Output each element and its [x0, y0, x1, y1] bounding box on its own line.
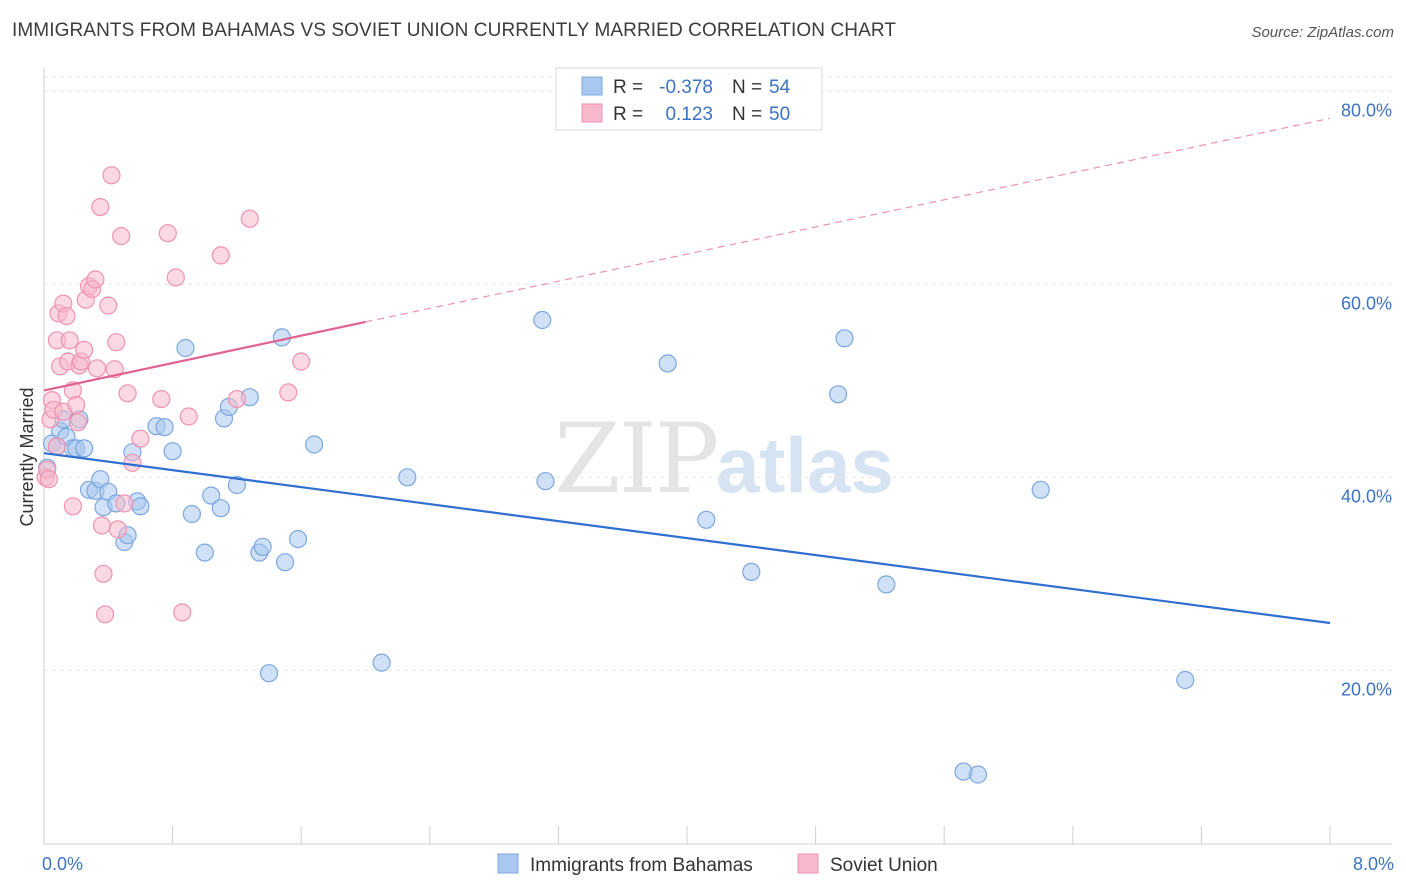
soviet-point-38 — [118, 384, 137, 403]
x-tick-label-min: 0.0% — [42, 854, 83, 874]
soviet-point-45 — [179, 407, 198, 426]
soviet-point-46 — [211, 246, 230, 265]
bahamas-point-27 — [211, 499, 230, 518]
bahamas-point-45 — [742, 562, 761, 582]
axes — [43, 68, 1392, 845]
soviet-point-40 — [131, 429, 150, 448]
legend-n-value-bahamas: 54 — [769, 77, 791, 98]
bahamas-point-48 — [877, 575, 896, 594]
tick-labels: 20.0% 40.0% 60.0% 80.0% 0.0% 8.0% — [42, 100, 1394, 874]
soviet-point-32 — [102, 166, 121, 185]
bahamas-point-38 — [305, 435, 324, 454]
bahamas-point-47 — [835, 329, 854, 348]
y-tick-label-20: 20.0% — [1341, 679, 1392, 699]
bahamas-point-34 — [259, 664, 279, 683]
soviet-point-2 — [39, 470, 58, 489]
trendline-soviet-solid — [43, 320, 366, 392]
soviet-point-26 — [87, 359, 107, 378]
bahamas-point-39 — [372, 653, 391, 672]
soviet-point-28 — [92, 516, 112, 535]
bahamas-point-22 — [163, 442, 182, 461]
soviet-point-7 — [47, 437, 67, 456]
bahamas-point-42 — [536, 472, 555, 491]
y-axis-label: Currently Married — [17, 387, 37, 526]
legend-r-label-soviet: R = — [613, 104, 643, 125]
series-legend: Immigrants from Bahamas Soviet Union — [497, 853, 938, 876]
soviet-point-36 — [112, 227, 131, 246]
bottom-legend-swatch-bahamas — [497, 853, 519, 874]
bahamas-point-30 — [227, 475, 246, 495]
series-bahamas-points — [38, 310, 1195, 784]
source-credit: Source: ZipAtlas.com — [1251, 24, 1394, 41]
bahamas-point-40 — [398, 468, 417, 487]
watermark-zip: ZIP — [554, 403, 717, 515]
trendlines — [43, 117, 1331, 625]
soviet-point-42 — [158, 224, 177, 243]
soviet-point-27 — [91, 198, 110, 217]
legend-n-value-soviet: 50 — [769, 104, 790, 125]
series-soviet-points — [36, 166, 311, 624]
bottom-legend-swatch-soviet — [797, 853, 819, 874]
bahamas-point-51 — [1031, 480, 1050, 499]
x-tick-label-max: 8.0% — [1353, 854, 1394, 874]
bahamas-point-44 — [697, 510, 716, 529]
soviet-point-50 — [292, 352, 311, 371]
soviet-point-35 — [108, 520, 128, 539]
soviet-point-31 — [99, 296, 118, 315]
bottom-legend-label-bahamas: Immigrants from Bahamas — [530, 855, 753, 876]
soviet-point-18 — [68, 413, 87, 432]
soviet-point-14 — [60, 331, 79, 350]
soviet-point-25 — [86, 270, 105, 289]
bahamas-point-50 — [968, 765, 988, 784]
bahamas-point-36 — [276, 553, 295, 572]
soviet-point-43 — [166, 268, 185, 287]
bahamas-point-24 — [182, 504, 201, 524]
soviet-point-16 — [63, 497, 83, 516]
legend-r-value-bahamas: -0.378 — [659, 77, 713, 98]
soviet-point-44 — [173, 603, 192, 622]
legend-swatch-bahamas — [581, 76, 603, 96]
soviet-point-37 — [115, 494, 134, 513]
soviet-point-48 — [240, 209, 259, 228]
trendline-soviet-dashed — [365, 117, 1331, 323]
bahamas-point-26 — [202, 486, 221, 505]
trendline-bahamas — [43, 452, 1331, 625]
legend-n-label-soviet: N = — [732, 104, 762, 125]
bahamas-point-46 — [828, 385, 848, 404]
bahamas-point-53 — [131, 497, 150, 516]
legend-r-label-bahamas: R = — [613, 77, 643, 98]
bahamas-point-9 — [75, 439, 94, 458]
bahamas-point-52 — [1176, 670, 1195, 690]
soviet-point-21 — [75, 340, 94, 359]
watermark-atlas: atlas — [716, 421, 894, 509]
bahamas-point-23 — [176, 338, 195, 358]
bahamas-point-41 — [533, 310, 552, 330]
legend-r-value-soviet: 0.123 — [665, 104, 713, 125]
legend-n-label-bahamas: N = — [732, 77, 762, 98]
bahamas-point-43 — [658, 354, 677, 373]
y-tick-label-80: 80.0% — [1341, 100, 1392, 120]
y-tick-label-40: 40.0% — [1341, 486, 1392, 506]
soviet-point-17 — [67, 395, 86, 414]
bahamas-point-21 — [155, 418, 174, 437]
bahamas-point-37 — [288, 529, 308, 549]
bahamas-point-25 — [195, 543, 214, 562]
soviet-point-12 — [57, 307, 76, 326]
chart-title: IMMIGRANTS FROM BAHAMAS VS SOVIET UNION … — [12, 20, 897, 41]
y-tick-label-60: 60.0% — [1341, 293, 1392, 313]
soviet-point-41 — [152, 390, 171, 409]
bottom-legend-label-soviet: Soviet Union — [830, 855, 938, 876]
gridlines — [44, 76, 1392, 671]
correlation-legend: R = -0.378 N = 54 R = 0.123 N = 50 — [555, 67, 823, 131]
soviet-point-39 — [123, 453, 142, 472]
soviet-point-49 — [279, 383, 298, 402]
bahamas-point-33 — [253, 537, 272, 556]
soviet-point-34 — [107, 333, 126, 352]
soviet-point-29 — [94, 564, 113, 583]
legend-swatch-soviet — [581, 103, 603, 123]
soviet-point-30 — [95, 605, 115, 624]
soviet-point-47 — [227, 390, 246, 409]
